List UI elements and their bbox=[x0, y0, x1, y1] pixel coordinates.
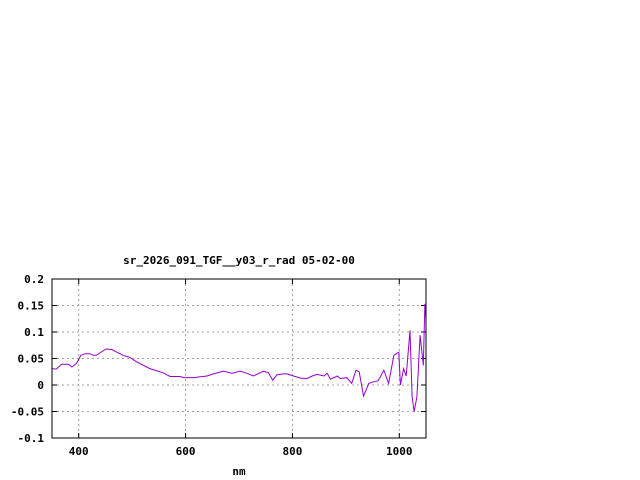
y-tick-label: 0.05 bbox=[18, 353, 45, 366]
x-tick-label: 400 bbox=[69, 445, 89, 458]
x-tick-label: 800 bbox=[282, 445, 302, 458]
grid bbox=[52, 279, 426, 438]
series-line bbox=[51, 303, 427, 412]
plot-border bbox=[51, 278, 427, 439]
x-axis-label: nm bbox=[232, 465, 246, 478]
y-tick-label: -0.05 bbox=[11, 406, 44, 419]
x-tick-label: 1000 bbox=[386, 445, 413, 458]
chart-title: sr_2026_091_TGF__y03_r_rad 05-02-00 bbox=[123, 254, 355, 267]
y-tick-label: -0.1 bbox=[18, 432, 45, 445]
y-tick-label: 0.1 bbox=[24, 326, 44, 339]
y-tick-label: 0.15 bbox=[18, 300, 45, 313]
y-tick-label: 0 bbox=[37, 379, 44, 392]
axis-ticks: 400 600 800 1000 -0.1 -0.05 0 0.05 0.1 0.15 0.2 bbox=[11, 273, 426, 458]
y-tick-label: 0.2 bbox=[24, 273, 44, 286]
x-tick-label: 600 bbox=[176, 445, 196, 458]
